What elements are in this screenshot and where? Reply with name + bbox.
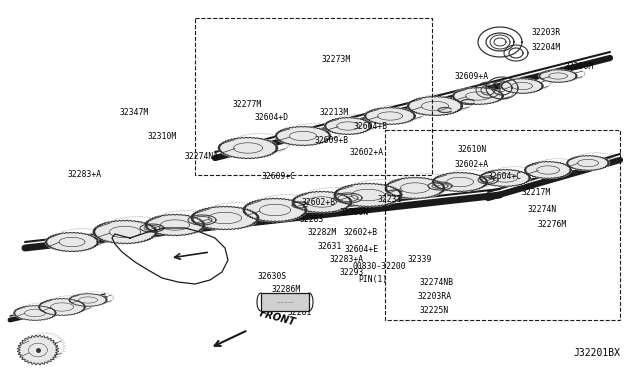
Text: 32604+B: 32604+B [354, 122, 388, 131]
Text: 32203R: 32203R [532, 28, 561, 37]
Text: 32274N: 32274N [528, 205, 557, 214]
Polygon shape [93, 220, 157, 244]
Polygon shape [218, 137, 278, 159]
Text: 32203RA: 32203RA [418, 292, 452, 301]
Text: 32602+B: 32602+B [344, 228, 378, 237]
Text: 32604+D: 32604+D [255, 113, 289, 122]
Polygon shape [275, 126, 331, 145]
Polygon shape [452, 87, 504, 105]
Text: 32347M: 32347M [120, 108, 149, 117]
Text: 32630S: 32630S [258, 272, 287, 281]
Text: 32339: 32339 [408, 255, 433, 264]
Text: FRONT: FRONT [258, 309, 296, 328]
Text: 32609+B: 32609+B [315, 136, 349, 145]
Text: PIN(1): PIN(1) [358, 275, 387, 284]
Polygon shape [69, 294, 107, 307]
Text: 32200M: 32200M [565, 62, 595, 71]
Polygon shape [13, 305, 56, 320]
Text: 32602+A: 32602+A [350, 148, 384, 157]
Text: 32283+A: 32283+A [68, 170, 102, 179]
Text: 32283+A: 32283+A [330, 255, 364, 264]
Polygon shape [500, 78, 543, 93]
Text: 32609+C: 32609+C [262, 172, 296, 181]
Text: 32274NB: 32274NB [420, 278, 454, 287]
Bar [195, 18, 432, 175]
Bar [261, 293, 309, 311]
Polygon shape [407, 96, 463, 116]
Polygon shape [191, 206, 259, 230]
Text: 32273M: 32273M [322, 55, 351, 64]
Text: 00830-32200: 00830-32200 [353, 262, 406, 271]
Text: 32204M: 32204M [532, 43, 561, 52]
Text: 32604+C: 32604+C [488, 172, 522, 181]
Polygon shape [292, 191, 352, 213]
Text: 32310M: 32310M [148, 132, 177, 141]
Text: 32217M: 32217M [522, 188, 551, 197]
Polygon shape [324, 118, 372, 135]
Text: 32293: 32293 [340, 268, 364, 277]
Polygon shape [364, 108, 415, 125]
Polygon shape [17, 335, 58, 365]
Polygon shape [145, 214, 205, 236]
Text: 32277M: 32277M [233, 100, 262, 109]
Text: 32286M: 32286M [272, 285, 301, 294]
Text: 32602+B: 32602+B [302, 198, 336, 207]
Text: 32276M: 32276M [538, 220, 567, 229]
Text: 32281: 32281 [288, 308, 312, 317]
Text: 32225N: 32225N [420, 306, 449, 315]
Bar [385, 130, 620, 320]
Text: 32609+A: 32609+A [455, 72, 489, 81]
Text: 32213M: 32213M [320, 108, 349, 117]
Polygon shape [38, 298, 86, 315]
Polygon shape [243, 198, 307, 222]
Text: 32283: 32283 [300, 215, 324, 224]
Text: 32300N: 32300N [340, 208, 369, 217]
Polygon shape [525, 161, 572, 179]
Text: 32274NA: 32274NA [185, 152, 219, 161]
Polygon shape [45, 232, 99, 251]
Polygon shape [334, 183, 402, 207]
Polygon shape [432, 172, 488, 192]
Text: 32610N: 32610N [458, 145, 487, 154]
Polygon shape [566, 155, 609, 170]
Text: 32604+E: 32604+E [345, 245, 379, 254]
Polygon shape [539, 70, 577, 82]
Polygon shape [385, 177, 445, 199]
Polygon shape [479, 170, 531, 186]
Text: 32231: 32231 [378, 195, 403, 204]
Text: 32631: 32631 [318, 242, 342, 251]
Text: 32602+A: 32602+A [455, 160, 489, 169]
Text: 32282M: 32282M [308, 228, 337, 237]
Text: J32201BX: J32201BX [573, 348, 620, 358]
